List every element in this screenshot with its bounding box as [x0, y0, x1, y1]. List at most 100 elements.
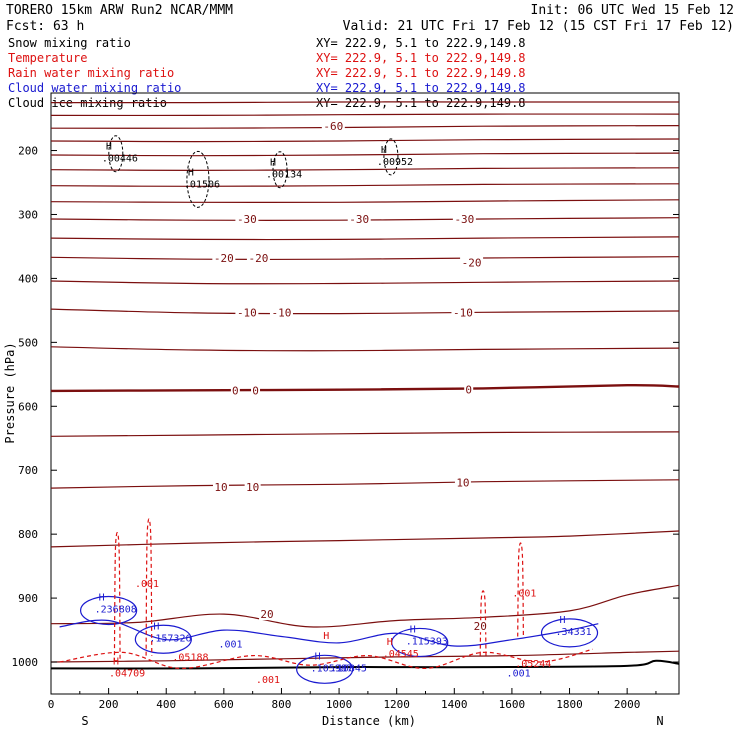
- contour-label-bg: [212, 251, 236, 264]
- cloud-water-max-marker: H: [410, 624, 416, 635]
- contour-label: -60: [323, 120, 343, 133]
- contour-label: 0: [252, 384, 259, 397]
- snow-max-value: .00134: [266, 170, 302, 181]
- legend-snow-label: Snow mixing ratio: [8, 36, 131, 50]
- cloud-water-max-marker: H: [153, 621, 159, 632]
- contour-label: 0: [232, 384, 239, 397]
- snow-contours: [108, 135, 399, 208]
- cloud-water-max-value: .10845: [331, 663, 367, 674]
- isotherm-m70: [50, 101, 679, 104]
- isotherm-m25: [50, 236, 680, 241]
- x-tick-label: 2000: [614, 698, 641, 711]
- y-tick-label: 300: [18, 208, 38, 221]
- cloud-water-contour: [134, 624, 192, 654]
- x-axis: 0 200 400 600 800 1000 1200 1400 1600 1800 2000: [48, 688, 657, 711]
- contour-label: 20: [260, 608, 273, 621]
- maxima-labels: H.00446H.01506H.00134H.00952H.236808H.15…: [95, 142, 592, 686]
- isotherm-m50: [50, 152, 680, 157]
- ground-line: [50, 659, 680, 670]
- y-axis-label: Pressure (hPa): [3, 342, 17, 443]
- snow-contour: [272, 151, 288, 189]
- contour-label: -20: [214, 252, 234, 265]
- contour-label: -10: [272, 306, 292, 319]
- x-end-label-south: S: [81, 714, 88, 728]
- isotherm-m40: [50, 183, 680, 187]
- x-tick-label: 800: [272, 698, 292, 711]
- snow-max-value: .00952: [377, 157, 413, 168]
- cloud-water-max-value: .34331: [556, 627, 592, 638]
- x-tick-label: 600: [214, 698, 234, 711]
- isotherm-m45: [50, 167, 680, 172]
- x-end-label-north: N: [656, 714, 663, 728]
- x-tick-label: 1600: [499, 698, 526, 711]
- snow-max-marker: H: [381, 145, 387, 156]
- contour-label-bg: [230, 384, 240, 397]
- rain-max-marker: H: [323, 631, 329, 642]
- snow-max-marker: H: [270, 158, 276, 169]
- snow-max-value: .01506: [184, 179, 220, 190]
- contour-label-bg: [235, 306, 259, 319]
- cloud-water-max-value: .105987: [311, 663, 353, 674]
- rain-max-value: .001: [135, 579, 159, 590]
- rain-max-value: .04545: [383, 649, 419, 660]
- cloud-water-contours: [59, 595, 599, 684]
- isotherm-m20: [50, 256, 680, 261]
- contour-label: -30: [349, 213, 369, 226]
- contour-label-bg: [269, 306, 293, 319]
- y-tick-label: 200: [18, 145, 38, 158]
- contour-label: -20: [248, 252, 268, 265]
- legend-rain-xy: XY= 222.9, 5.1 to 222.9,149.8: [316, 66, 526, 80]
- rain-max-value: .05244: [515, 659, 551, 670]
- isotherm-m15: [50, 280, 680, 285]
- run-title: TORERO 15km ARW Run2 NCAR/MMM: [6, 3, 233, 18]
- contour-label: 10: [246, 481, 259, 494]
- legend-cloud-water-xy: XY= 222.9, 5.1 to 222.9,149.8: [316, 81, 526, 95]
- isotherm-0: [50, 383, 680, 393]
- contour-label-bg: [259, 608, 276, 621]
- contour-label-bg: [246, 251, 270, 264]
- contour-labels: -60-30 -30 -30-20 -20 -20-10 -10 -100 0 010 10 102…: [212, 120, 489, 633]
- legend-rain-label: Rain water mixing ratio: [8, 66, 174, 80]
- contour-label-bg: [472, 620, 489, 633]
- cloud-water-contour: [391, 627, 449, 658]
- x-tick-label: 0: [48, 698, 55, 711]
- y-tick-label: 900: [18, 592, 38, 605]
- legend-snow-xy: XY= 222.9, 5.1 to 222.9,149.8: [316, 36, 526, 50]
- isotherm-m60: [50, 125, 680, 129]
- legend-temperature-xy: XY= 222.9, 5.1 to 222.9,149.8: [316, 51, 526, 65]
- x-tick-label: 400: [156, 698, 176, 711]
- rain-spike: [145, 518, 153, 656]
- contour-label-bg: [321, 120, 345, 133]
- snow-contour: [186, 150, 210, 208]
- contour-label: 0: [465, 384, 472, 397]
- contour-label-bg: [212, 480, 229, 493]
- cloud-water-contour: [80, 595, 138, 626]
- x-tick-label: 1000: [326, 698, 353, 711]
- snow-contour: [383, 138, 399, 176]
- rain-max-marker: H: [113, 656, 119, 667]
- rain-max-value: .04709: [109, 668, 145, 679]
- rain-max-value: .05188: [172, 652, 208, 663]
- cloud-water-max-value: .001: [218, 640, 242, 651]
- contour-label-bg: [452, 212, 476, 225]
- temperature-isotherms: [50, 101, 680, 663]
- x-axis-label: Distance (km): [322, 714, 416, 728]
- cloud-water-max-marker: H: [560, 615, 566, 626]
- forecast-hour: Fcst: 63 h: [6, 19, 84, 34]
- y-tick-label: 500: [18, 336, 38, 349]
- cloud-water-contour: [540, 618, 599, 648]
- rain-max-value: .001: [256, 675, 280, 686]
- isotherm-10: [50, 479, 680, 489]
- isotherm-m5: [50, 346, 680, 352]
- x-tick-label: 1800: [556, 698, 583, 711]
- rain-spike: [113, 531, 121, 663]
- isotherm-m30: [50, 217, 680, 221]
- rain-max-value: .001: [512, 589, 536, 600]
- contour-label-bg: [244, 480, 261, 493]
- contour-label-bg: [347, 212, 371, 225]
- y-tick-label: 600: [18, 400, 38, 413]
- isotherm-5: [50, 431, 680, 437]
- snow-max-value: .00446: [102, 154, 138, 165]
